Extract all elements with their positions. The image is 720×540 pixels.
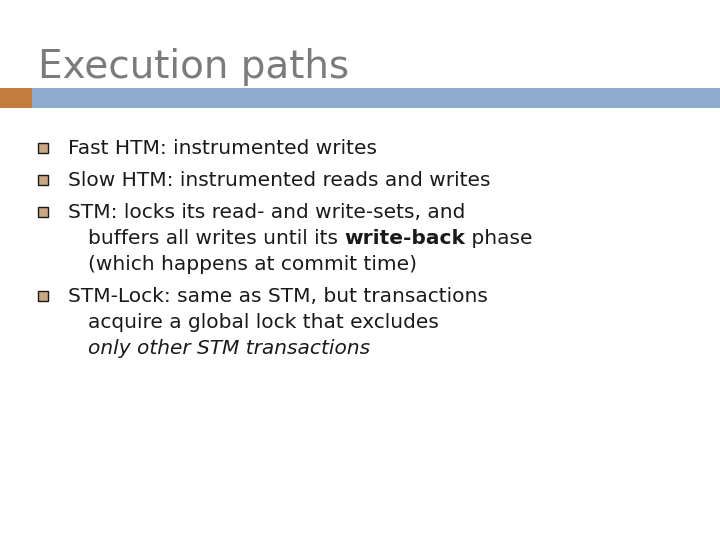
Text: (which happens at commit time): (which happens at commit time) — [88, 254, 417, 273]
Text: phase: phase — [465, 228, 533, 247]
Text: buffers all writes until its: buffers all writes until its — [88, 228, 344, 247]
Text: Slow HTM: instrumented reads and writes: Slow HTM: instrumented reads and writes — [68, 171, 490, 190]
Text: write-back: write-back — [344, 228, 465, 247]
Bar — [38, 207, 48, 217]
Bar — [0, 88, 32, 108]
Text: Fast HTM: instrumented writes: Fast HTM: instrumented writes — [68, 138, 377, 158]
Text: only other STM transactions: only other STM transactions — [88, 339, 370, 357]
Bar — [38, 175, 48, 185]
Text: acquire a global lock that excludes: acquire a global lock that excludes — [88, 313, 439, 332]
Bar — [38, 143, 48, 153]
Text: STM-Lock: same as STM, but transactions: STM-Lock: same as STM, but transactions — [68, 287, 488, 306]
Text: Execution paths: Execution paths — [38, 48, 349, 86]
Text: STM: locks its read- and write-sets, and: STM: locks its read- and write-sets, and — [68, 202, 465, 221]
Bar — [38, 291, 48, 301]
Bar — [0, 88, 720, 108]
